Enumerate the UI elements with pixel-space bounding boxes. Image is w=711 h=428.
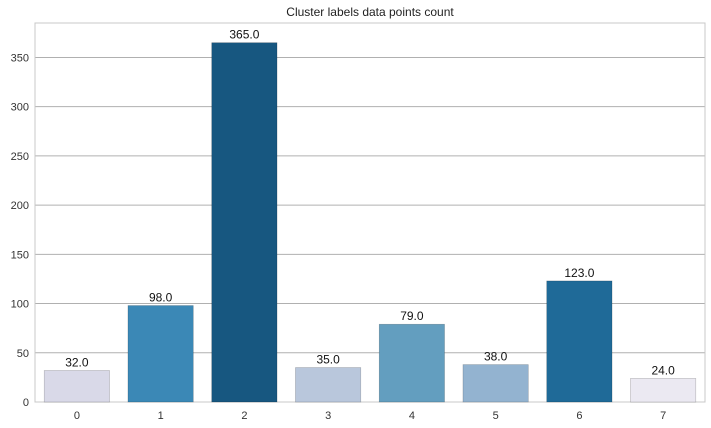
y-tick-label: 100 [11, 299, 29, 311]
x-tick-label-6: 6 [576, 410, 582, 422]
data-label-4: 79.0 [400, 309, 424, 323]
plot-frame [34, 22, 706, 403]
x-tick-label-3: 3 [325, 410, 331, 422]
y-tick-label: 150 [11, 249, 29, 261]
x-tick-label-5: 5 [493, 410, 499, 422]
chart-title: Cluster labels data points count [286, 5, 454, 19]
x-tick-label-0: 0 [74, 410, 80, 422]
y-tick-label: 350 [11, 52, 29, 64]
bar-0 [43, 370, 110, 403]
bar-3 [295, 367, 362, 403]
y-tick-label: 300 [11, 102, 29, 114]
data-label-5: 38.0 [484, 350, 508, 364]
x-tick-label-4: 4 [409, 410, 415, 422]
bar-7 [630, 378, 697, 403]
y-tick-label: 250 [11, 151, 29, 163]
data-label-1: 98.0 [149, 291, 173, 305]
bar-1 [127, 305, 194, 403]
data-label-6: 123.0 [564, 266, 594, 280]
data-label-2: 365.0 [229, 28, 259, 42]
y-tick-label: 0 [23, 397, 29, 409]
bar-5 [462, 364, 529, 403]
x-tick-label-1: 1 [158, 410, 164, 422]
bar-4 [378, 323, 445, 403]
y-tick-label: 50 [17, 348, 29, 360]
bar-6 [546, 280, 613, 403]
x-tick-label-2: 2 [241, 410, 247, 422]
x-tick-label-7: 7 [660, 410, 666, 422]
data-label-7: 24.0 [651, 363, 675, 377]
data-label-3: 35.0 [316, 353, 340, 367]
y-tick-label: 200 [11, 200, 29, 212]
data-label-0: 32.0 [65, 355, 89, 369]
bar-2 [211, 42, 278, 403]
